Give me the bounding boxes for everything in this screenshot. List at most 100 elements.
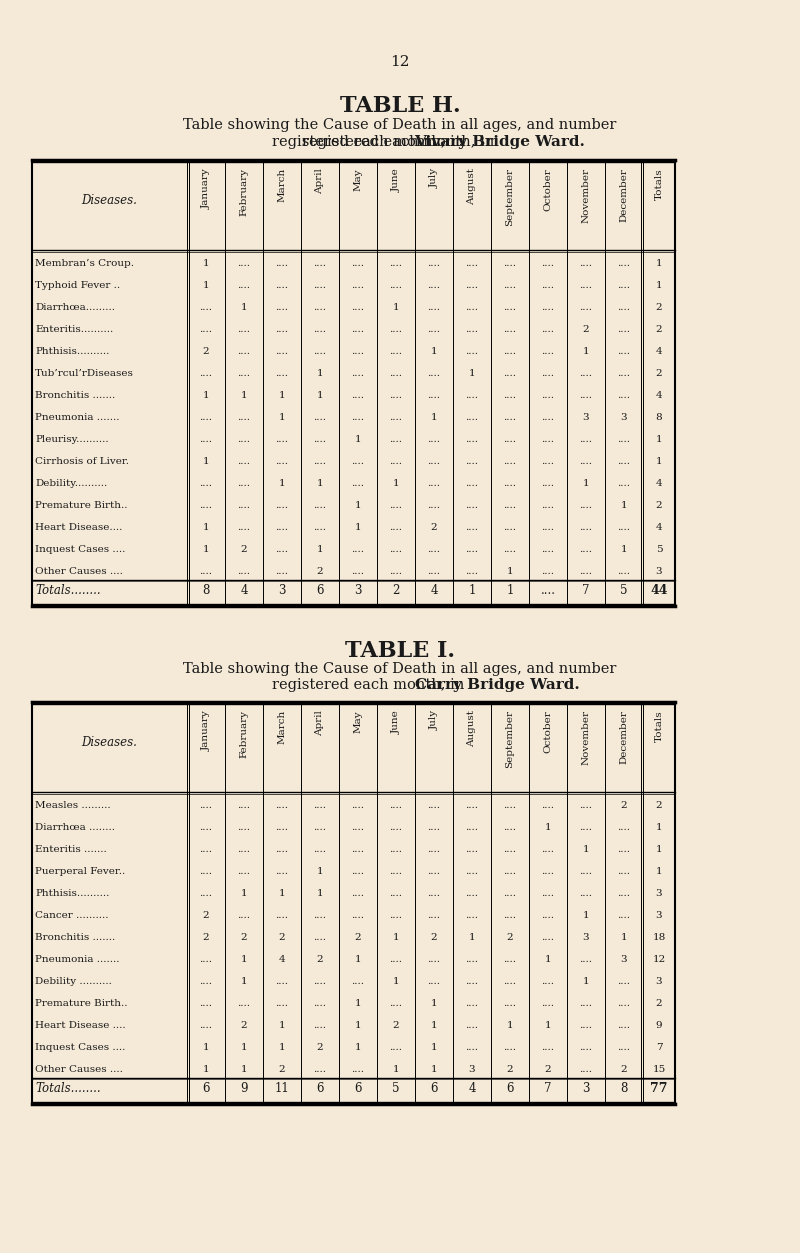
Text: 6: 6 <box>506 1083 514 1095</box>
Text: ....: .... <box>275 845 289 853</box>
Text: ....: .... <box>542 435 554 444</box>
Text: ....: .... <box>275 325 289 333</box>
Text: 1: 1 <box>241 1065 247 1074</box>
Text: Phthisis..........: Phthisis.......... <box>35 347 110 356</box>
Text: 1: 1 <box>241 391 247 400</box>
Text: 4: 4 <box>656 391 662 400</box>
Text: ....: .... <box>390 325 402 333</box>
Text: 2: 2 <box>582 325 590 333</box>
Text: ....: .... <box>503 999 517 1007</box>
Text: ....: .... <box>238 347 250 356</box>
Text: ....: .... <box>579 391 593 400</box>
Text: 5: 5 <box>620 584 628 598</box>
Text: October: October <box>543 710 553 753</box>
Text: ....: .... <box>503 1042 517 1051</box>
Text: ....: .... <box>542 1042 554 1051</box>
Text: ....: .... <box>542 523 554 531</box>
Text: 2: 2 <box>656 801 662 809</box>
Text: 1: 1 <box>354 1020 362 1030</box>
Text: Measles .........: Measles ......... <box>35 801 110 809</box>
Text: 3: 3 <box>582 932 590 941</box>
Text: October: October <box>543 168 553 211</box>
Text: ....: .... <box>314 932 326 941</box>
Text: ....: .... <box>503 412 517 421</box>
Text: ....: .... <box>579 500 593 510</box>
Text: ....: .... <box>466 456 478 466</box>
Text: ....: .... <box>199 302 213 312</box>
Text: ....: .... <box>314 412 326 421</box>
Text: ....: .... <box>618 368 630 377</box>
Text: ....: .... <box>314 258 326 267</box>
Text: 2: 2 <box>656 368 662 377</box>
Text: ....: .... <box>314 845 326 853</box>
Text: ....: .... <box>503 888 517 897</box>
Text: 2: 2 <box>621 1065 627 1074</box>
Text: Heart Disease....: Heart Disease.... <box>35 523 122 531</box>
Text: ....: .... <box>618 479 630 487</box>
Text: February: February <box>239 710 249 758</box>
Text: ....: .... <box>427 391 441 400</box>
Text: ....: .... <box>618 1042 630 1051</box>
Text: ....: .... <box>466 566 478 575</box>
Text: September: September <box>506 710 514 768</box>
Text: ....: .... <box>503 456 517 466</box>
Text: 8: 8 <box>620 1083 628 1095</box>
Text: ....: .... <box>503 545 517 554</box>
Text: ....: .... <box>466 545 478 554</box>
Text: ....: .... <box>427 566 441 575</box>
Text: ....: .... <box>390 347 402 356</box>
Text: ....: .... <box>503 845 517 853</box>
Text: 3: 3 <box>469 1065 475 1074</box>
Text: ....: .... <box>275 258 289 267</box>
Text: ....: .... <box>579 435 593 444</box>
Text: April: April <box>315 710 325 736</box>
Text: registered each month, in: registered each month, in <box>272 678 469 692</box>
Text: Pneumonia .......: Pneumonia ....... <box>35 412 119 421</box>
Text: 2: 2 <box>317 955 323 964</box>
Text: 1: 1 <box>582 976 590 986</box>
Text: ....: .... <box>390 368 402 377</box>
Text: 1: 1 <box>202 456 210 466</box>
Text: ....: .... <box>314 302 326 312</box>
Text: ....: .... <box>618 845 630 853</box>
Text: ....: .... <box>390 500 402 510</box>
Text: 1: 1 <box>202 258 210 267</box>
Text: ....: .... <box>390 435 402 444</box>
Text: ....: .... <box>542 888 554 897</box>
Text: ....: .... <box>427 456 441 466</box>
Text: 6: 6 <box>316 1083 324 1095</box>
Text: ....: .... <box>503 347 517 356</box>
Text: ....: .... <box>238 435 250 444</box>
Text: ....: .... <box>314 801 326 809</box>
Text: 3: 3 <box>354 584 362 598</box>
Text: 2: 2 <box>656 325 662 333</box>
Text: ....: .... <box>390 955 402 964</box>
Text: 3: 3 <box>278 584 286 598</box>
Text: 1: 1 <box>354 523 362 531</box>
Text: Vivary Bridge Ward.: Vivary Bridge Ward. <box>414 135 586 149</box>
Text: 1: 1 <box>202 391 210 400</box>
Text: ....: .... <box>351 347 365 356</box>
Text: ....: .... <box>618 302 630 312</box>
Text: ....: .... <box>503 801 517 809</box>
Text: 2: 2 <box>317 1042 323 1051</box>
Text: ....: .... <box>503 391 517 400</box>
Text: 1: 1 <box>241 976 247 986</box>
Text: 1: 1 <box>317 867 323 876</box>
Text: Totals: Totals <box>654 710 663 742</box>
Text: ....: .... <box>351 325 365 333</box>
Text: 1: 1 <box>393 302 399 312</box>
Text: ....: .... <box>238 368 250 377</box>
Text: ....: .... <box>390 391 402 400</box>
Text: ....: .... <box>542 500 554 510</box>
Text: ....: .... <box>466 1020 478 1030</box>
Text: 1: 1 <box>317 368 323 377</box>
Text: ....: .... <box>579 456 593 466</box>
Text: ....: .... <box>199 435 213 444</box>
Text: 1: 1 <box>656 456 662 466</box>
Text: ....: .... <box>314 976 326 986</box>
Text: 1: 1 <box>545 1020 551 1030</box>
Text: Debility ..........: Debility .......... <box>35 976 112 986</box>
Text: 3: 3 <box>621 955 627 964</box>
Text: ....: .... <box>275 999 289 1007</box>
